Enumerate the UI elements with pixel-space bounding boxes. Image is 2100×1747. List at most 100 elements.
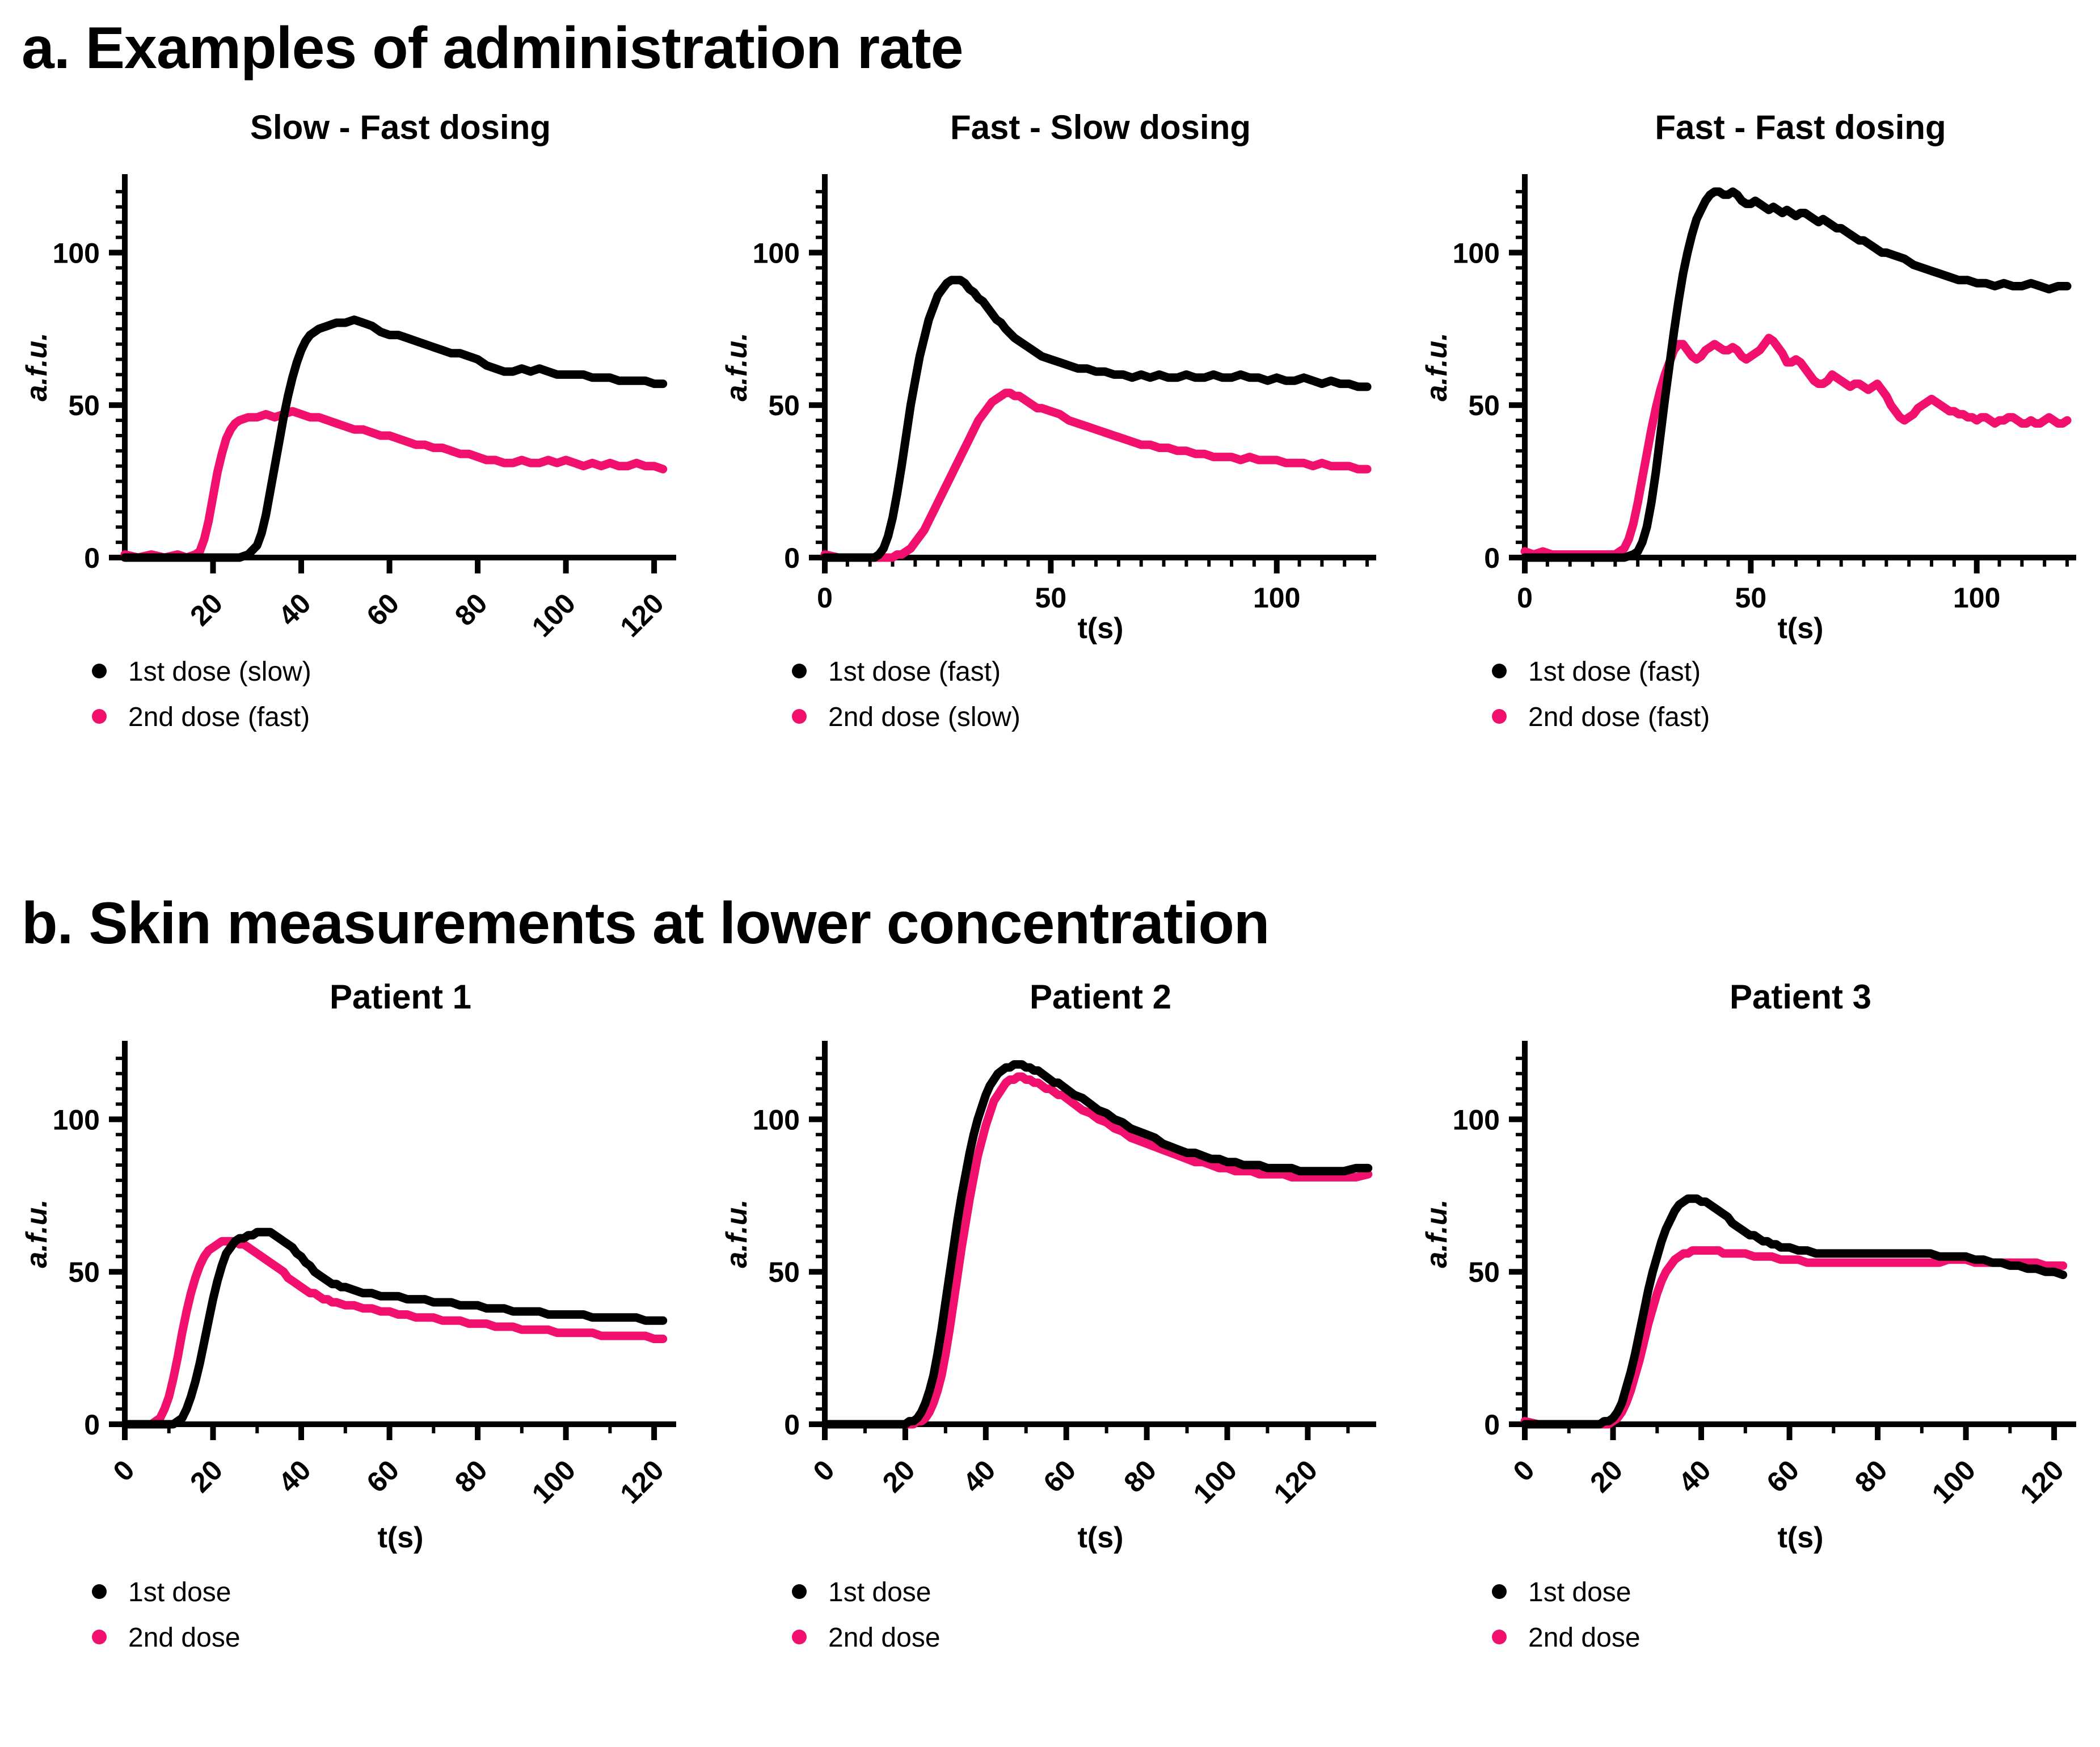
- legend-marker-2nd-dose: [1492, 709, 1507, 724]
- svg-text:120: 120: [614, 1454, 670, 1510]
- svg-text:100: 100: [526, 587, 582, 643]
- y-axis-label: a.f.u.: [720, 332, 753, 401]
- legend-label-2nd-dose: 2nd dose: [1528, 1623, 1641, 1653]
- svg-text:20: 20: [184, 587, 229, 632]
- svg-text:50: 50: [1468, 1256, 1500, 1288]
- svg-text:100: 100: [53, 237, 100, 269]
- svg-text:20: 20: [876, 1454, 921, 1499]
- legend-marker-1st-dose: [1492, 1584, 1507, 1599]
- section-administration-rate: a. Examples of administration rate Slow …: [0, 15, 2100, 779]
- chart-title: Patient 3: [1730, 978, 1871, 1016]
- svg-text:50: 50: [68, 390, 100, 421]
- svg-text:50: 50: [768, 1256, 800, 1288]
- legend: 1st dose (fast) 2nd dose (slow): [792, 657, 1021, 732]
- chart-svg-patient-1: Patient 1 a.f.u. t(s) 0 50 100 0 20 40 60 80 100…: [20, 978, 676, 1653]
- svg-text:20: 20: [184, 1454, 229, 1499]
- legend-marker-1st-dose: [1492, 664, 1507, 678]
- x-axis-label: t(s): [378, 1521, 424, 1554]
- chart-svg-patient-2: Patient 2 a.f.u. t(s) 0 50 100 0 20 40 60 80 100…: [720, 978, 1376, 1653]
- legend-label-1st-dose: 1st dose (fast): [828, 657, 1001, 687]
- chart-title: Fast - Fast dosing: [1655, 108, 1946, 146]
- svg-text:60: 60: [1038, 1454, 1082, 1499]
- chart-fast-fast-dosing: Fast - Fast dosing a.f.u. t(s) 0 50 100 0 50…: [1400, 92, 2100, 779]
- legend-marker-2nd-dose: [792, 709, 807, 724]
- svg-text:0: 0: [1517, 582, 1533, 614]
- y-axis-label: a.f.u.: [1420, 332, 1453, 401]
- svg-text:0: 0: [107, 1454, 141, 1487]
- svg-text:40: 40: [1672, 1454, 1717, 1499]
- svg-text:40: 40: [272, 1454, 317, 1499]
- legend-label-1st-dose: 1st dose (slow): [128, 657, 311, 687]
- svg-text:40: 40: [957, 1454, 1002, 1499]
- plot-area: 0 50 100 0 20 40 60 80 100 120: [1453, 1041, 2076, 1510]
- svg-text:50: 50: [1035, 582, 1067, 614]
- x-axis-label: t(s): [1778, 1521, 1824, 1554]
- chart-patient-2: Patient 2 a.f.u. t(s) 0 50 100 0 20 40 60 80 100…: [700, 968, 1400, 1654]
- section-a-heading: a. Examples of administration rate: [22, 15, 963, 81]
- legend-marker-1st-dose: [792, 1584, 807, 1599]
- svg-text:100: 100: [753, 237, 800, 269]
- legend-marker-1st-dose: [92, 1584, 107, 1599]
- section-b-heading: b. Skin measurements at lower concentrat…: [22, 891, 1270, 956]
- plot-area: 0 50 100 0 20 40 60 80 100 120: [753, 1041, 1376, 1510]
- svg-text:60: 60: [360, 1454, 405, 1499]
- svg-text:0: 0: [84, 542, 100, 574]
- y-axis-label: a.f.u.: [20, 1199, 53, 1268]
- svg-text:0: 0: [1484, 542, 1500, 574]
- svg-text:80: 80: [449, 1454, 494, 1499]
- svg-text:100: 100: [1926, 1454, 1982, 1510]
- legend-marker-2nd-dose: [792, 1630, 807, 1644]
- legend-label-2nd-dose: 2nd dose: [128, 1623, 241, 1653]
- plot-area: 0 50 100 20 40 60 80 100 120: [53, 174, 676, 643]
- x-axis-label: t(s): [1078, 612, 1124, 645]
- svg-text:100: 100: [526, 1454, 582, 1510]
- legend-marker-1st-dose: [792, 664, 807, 678]
- y-axis-label: a.f.u.: [720, 1199, 753, 1268]
- chart-row-b: Patient 1 a.f.u. t(s) 0 50 100 0 20 40 60 80 100…: [0, 968, 2100, 1654]
- svg-text:80: 80: [1118, 1454, 1162, 1499]
- svg-text:50: 50: [1735, 582, 1767, 614]
- legend-marker-2nd-dose: [92, 1630, 107, 1644]
- chart-slow-fast-dosing: Slow - Fast dosing a.f.u. 0 50 100 20 40 60 80…: [0, 92, 700, 779]
- legend: 1st dose 2nd dose: [792, 1577, 941, 1653]
- chart-patient-1: Patient 1 a.f.u. t(s) 0 50 100 0 20 40 60 80 100…: [0, 968, 700, 1654]
- y-axis-label: a.f.u.: [20, 332, 53, 401]
- legend: 1st dose 2nd dose: [1492, 1577, 1641, 1653]
- svg-text:0: 0: [807, 1454, 841, 1487]
- svg-text:20: 20: [1584, 1454, 1629, 1499]
- svg-text:100: 100: [753, 1104, 800, 1136]
- chart-svg-patient-3: Patient 3 a.f.u. t(s) 0 50 100 0 20 40 60 80 100…: [1420, 978, 2076, 1653]
- y-axis-label: a.f.u.: [1420, 1199, 1453, 1268]
- svg-text:120: 120: [614, 587, 670, 643]
- legend-marker-1st-dose: [92, 664, 107, 678]
- legend-label-1st-dose: 1st dose: [828, 1577, 931, 1607]
- legend-marker-2nd-dose: [1492, 1630, 1507, 1644]
- svg-text:100: 100: [1453, 1104, 1500, 1136]
- chart-title: Patient 1: [330, 978, 471, 1016]
- svg-text:50: 50: [768, 390, 800, 421]
- legend: 1st dose 2nd dose: [92, 1577, 241, 1653]
- svg-text:100: 100: [1253, 582, 1300, 614]
- chart-fast-slow-dosing: Fast - Slow dosing a.f.u. t(s) 0 50 100 0 50…: [700, 92, 1400, 779]
- svg-text:100: 100: [1453, 237, 1500, 269]
- svg-text:0: 0: [84, 1409, 100, 1441]
- chart-svg-fast-slow: Fast - Slow dosing a.f.u. t(s) 0 50 100 0 50…: [720, 108, 1376, 732]
- chart-title: Fast - Slow dosing: [950, 108, 1251, 146]
- legend-label-1st-dose: 1st dose: [1528, 1577, 1631, 1607]
- svg-text:60: 60: [1760, 1454, 1805, 1499]
- legend-label-1st-dose: 1st dose (fast): [1528, 657, 1701, 687]
- svg-text:100: 100: [53, 1104, 100, 1136]
- svg-text:50: 50: [68, 1256, 100, 1288]
- plot-area: 0 50 100 0 50 100: [753, 174, 1376, 614]
- legend: 1st dose (slow) 2nd dose (fast): [92, 657, 311, 732]
- chart-row-a: Slow - Fast dosing a.f.u. 0 50 100 20 40 60 80…: [0, 92, 2100, 779]
- svg-text:120: 120: [1268, 1454, 1324, 1510]
- svg-text:100: 100: [1953, 582, 2000, 614]
- chart-title: Patient 2: [1030, 978, 1171, 1016]
- plot-area: 0 50 100 0 50 100: [1453, 174, 2076, 614]
- legend-label-2nd-dose: 2nd dose (slow): [828, 702, 1021, 732]
- svg-text:0: 0: [784, 1409, 800, 1441]
- x-axis-label: t(s): [1078, 1521, 1124, 1554]
- plot-area: 0 50 100 0 20 40 60 80 100 120: [53, 1041, 676, 1510]
- chart-svg-fast-fast: Fast - Fast dosing a.f.u. t(s) 0 50 100 0 50…: [1420, 108, 2076, 732]
